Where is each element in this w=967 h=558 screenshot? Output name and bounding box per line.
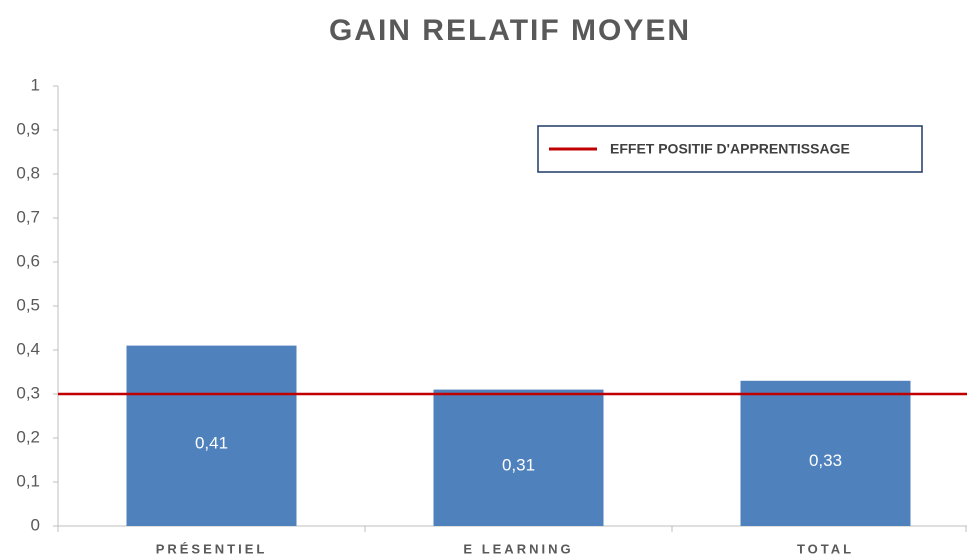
bar	[433, 389, 604, 526]
x-tick-label: TOTAL	[797, 541, 854, 556]
chart-title: GAIN RELATIF MOYEN	[329, 14, 691, 47]
legend-label: EFFET POSITIF D'APPRENTISSAGE	[610, 141, 850, 157]
x-tick-label: E LEARNING	[463, 541, 573, 556]
y-tick-label: 0,6	[16, 251, 40, 270]
y-tick-label: 0,2	[16, 427, 40, 446]
y-tick-label: 0	[31, 515, 40, 534]
y-tick-label: 1	[31, 75, 40, 94]
x-tick-label: PRÉSENTIEL	[156, 541, 268, 556]
y-tick-label: 0,9	[16, 119, 40, 138]
bar	[740, 380, 911, 526]
value-label: 0,31	[502, 455, 535, 474]
value-label: 0,41	[195, 433, 228, 452]
y-tick-label: 0,5	[16, 295, 40, 314]
y-tick-label: 0,4	[16, 339, 40, 358]
y-tick-label: 0,1	[16, 471, 40, 490]
bar	[126, 345, 297, 526]
legend-box	[537, 125, 923, 173]
y-tick-label: 0,8	[16, 163, 40, 182]
y-tick-label: 0,7	[16, 207, 40, 226]
value-label: 0,33	[809, 451, 842, 470]
y-tick-label: 0,3	[16, 383, 40, 402]
